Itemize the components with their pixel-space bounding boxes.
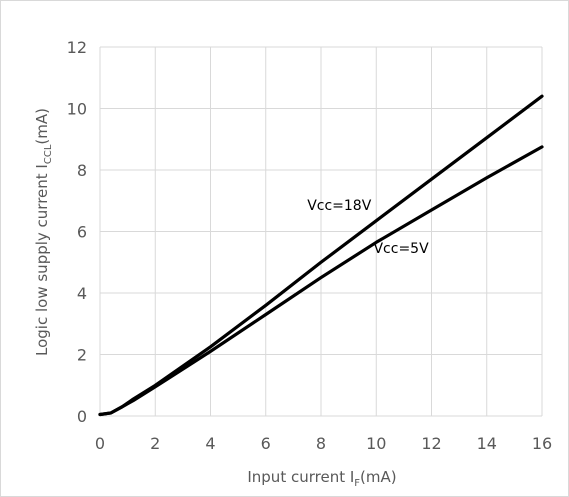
y-tick-label-1: 2 — [77, 346, 87, 365]
y-axis-label-tail: (mA) — [33, 108, 51, 145]
y-tick-label-2: 4 — [77, 284, 87, 303]
x-tick-label-8: 16 — [532, 434, 552, 453]
x-tick-labels: 0 2 4 6 8 10 12 14 16 — [95, 434, 552, 453]
annotation-vcc-5v: Vcc=5V — [373, 241, 429, 257]
x-axis-label-sub: F — [354, 478, 360, 489]
y-axis-label-main: Logic low supply current I — [33, 164, 51, 356]
y-axis-label-sub: CCL — [43, 144, 54, 164]
series-lines — [98, 94, 544, 417]
series-line-vcc-5v — [98, 145, 544, 417]
x-tick-label-4: 8 — [316, 434, 326, 453]
x-axis-label-tail: (mA) — [360, 468, 397, 486]
x-tick-label-2: 4 — [205, 434, 215, 453]
y-tick-labels: 0 2 4 6 8 10 12 — [67, 38, 87, 426]
x-axis-label-main: Input current I — [247, 468, 354, 486]
y-tick-label-3: 6 — [77, 223, 87, 242]
y-tick-label-5: 10 — [67, 100, 87, 119]
x-axis-label: Input current IF(mA) — [247, 468, 396, 489]
x-tick-label-7: 14 — [477, 434, 497, 453]
y-axis-label: Logic low supply current ICCL(mA) — [33, 108, 54, 356]
annotation-vcc-18v: Vcc=18V — [307, 198, 372, 214]
x-tick-label-5: 10 — [366, 434, 386, 453]
y-tick-label-0: 0 — [77, 407, 87, 426]
gridlines — [99, 46, 543, 417]
x-tick-label-3: 6 — [261, 434, 271, 453]
y-tick-label-4: 8 — [77, 161, 87, 180]
series-annotations: Vcc=18V Vcc=5V — [307, 198, 429, 257]
x-tick-label-6: 12 — [421, 434, 441, 453]
x-tick-label-1: 2 — [150, 434, 160, 453]
y-tick-label-6: 12 — [67, 38, 87, 57]
x-tick-label-0: 0 — [95, 434, 105, 453]
